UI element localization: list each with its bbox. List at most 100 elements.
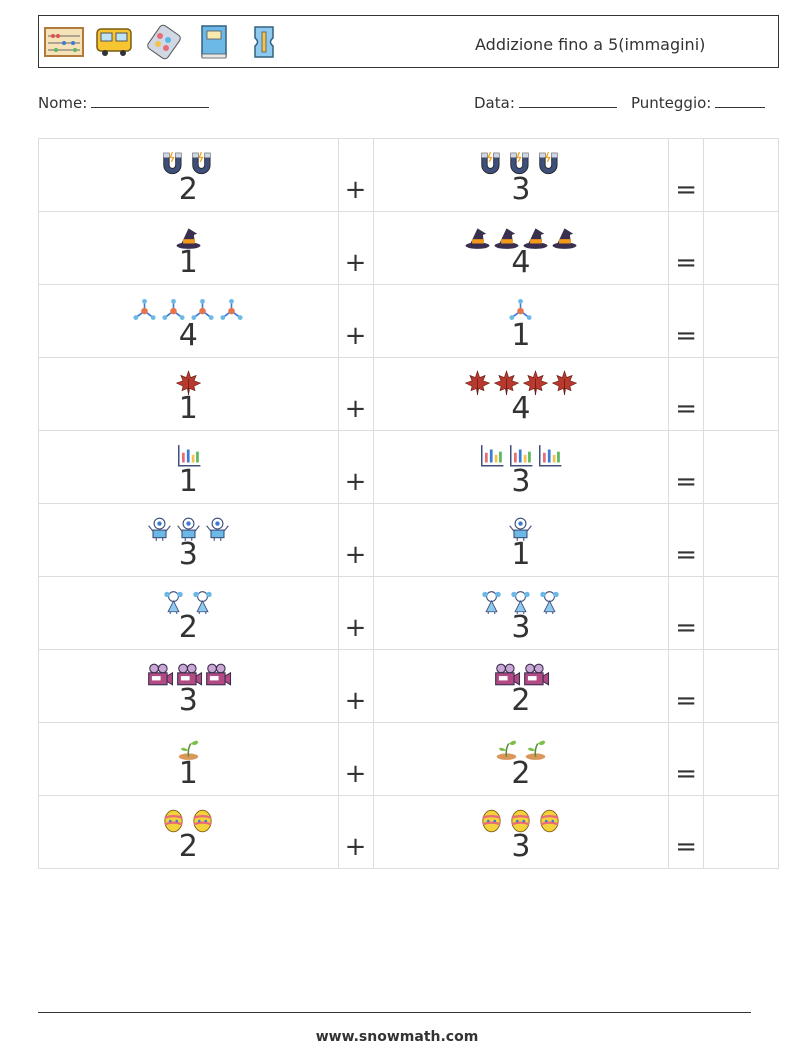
problem-row: 4 +1 = <box>38 284 779 358</box>
plus-cell: + <box>337 357 374 431</box>
plus-cell: + <box>337 138 374 212</box>
robot-icon <box>205 517 229 542</box>
second-addend-number: 2 <box>511 683 531 718</box>
equals-sign: = <box>675 613 698 643</box>
first-addend-number: 1 <box>178 756 198 791</box>
plus-cell: + <box>337 211 374 285</box>
first-addend-cell: 2 <box>38 138 339 212</box>
date-field[interactable]: Data: <box>474 94 617 112</box>
equals-sign: = <box>675 832 698 862</box>
book-icon <box>193 21 235 63</box>
equals-sign: = <box>675 248 698 278</box>
plus-sign: + <box>344 175 367 205</box>
second-addend-cell: 3 <box>372 576 670 650</box>
answer-cell[interactable] <box>703 722 779 796</box>
first-addend-cell: 2 <box>38 576 339 650</box>
equals-cell: = <box>668 211 705 285</box>
second-addend-number: 2 <box>511 756 531 791</box>
problem-row: 1 +3 = <box>38 430 779 504</box>
girl-icon <box>540 591 560 615</box>
first-addend-cell: 3 <box>38 503 339 577</box>
equals-sign: = <box>675 686 698 716</box>
school-bus-icon <box>93 21 135 63</box>
answer-cell[interactable] <box>703 357 779 431</box>
easter-egg-icon <box>482 809 502 833</box>
answer-cell[interactable] <box>703 503 779 577</box>
equals-cell: = <box>668 138 705 212</box>
answer-cell[interactable] <box>703 284 779 358</box>
molecule-icon <box>219 298 244 321</box>
second-addend-number: 3 <box>511 172 531 207</box>
second-addend-cell: 4 <box>372 211 670 285</box>
maple-leaf-icon <box>465 370 490 396</box>
equals-cell: = <box>668 722 705 796</box>
plus-sign: + <box>344 613 367 643</box>
equals-cell: = <box>668 503 705 577</box>
answer-cell[interactable] <box>703 430 779 504</box>
problem-row: 1 +4 = <box>38 357 779 431</box>
second-addend-number: 1 <box>511 537 531 572</box>
equals-sign: = <box>675 759 698 789</box>
first-addend-cell: 3 <box>38 649 339 723</box>
answer-cell[interactable] <box>703 138 779 212</box>
first-addend-number: 1 <box>178 245 198 280</box>
first-addend-number: 3 <box>178 537 198 572</box>
chart-icon <box>539 444 563 467</box>
chart-icon <box>481 444 505 467</box>
date-label: Data: <box>474 94 515 112</box>
plus-sign: + <box>344 832 367 862</box>
answer-cell[interactable] <box>703 576 779 650</box>
name-line[interactable] <box>91 94 210 108</box>
second-addend-cell: 2 <box>372 722 670 796</box>
problem-row: 1 +2 = <box>38 722 779 796</box>
easter-egg-icon <box>540 809 560 833</box>
plus-cell: + <box>337 284 374 358</box>
date-line[interactable] <box>518 94 617 108</box>
second-addend-cell: 3 <box>372 138 670 212</box>
second-addend-cell: 4 <box>372 357 670 431</box>
second-addend-cell: 3 <box>372 430 670 504</box>
movie-camera-icon <box>205 663 231 686</box>
equals-sign: = <box>675 175 698 205</box>
footer-divider <box>38 1012 751 1013</box>
equals-cell: = <box>668 649 705 723</box>
name-field[interactable]: Nome: <box>38 94 210 112</box>
problem-row: 2 +3 = <box>38 138 779 212</box>
witch-hat-icon <box>465 228 490 249</box>
equals-cell: = <box>668 430 705 504</box>
first-addend-number: 1 <box>178 391 198 426</box>
first-addend-number: 4 <box>178 318 198 353</box>
worksheet-header: Addizione fino a 5(immagini) <box>38 15 779 68</box>
problems-table: 2 +3 = 1 +4 = 4 +1 = 1 +4 = 1 +3 = 3 +1 = 2 +3 = 3 +2 = 1 +2 = 2 +3 = <box>38 138 779 869</box>
second-addend-number: 1 <box>511 318 531 353</box>
first-addend-cell: 1 <box>38 722 339 796</box>
plus-cell: + <box>337 722 374 796</box>
problem-row: 3 +2 = <box>38 649 779 723</box>
plus-cell: + <box>337 649 374 723</box>
plus-sign: + <box>344 467 367 497</box>
pencil-sharpener-icon <box>243 21 285 63</box>
second-addend-number: 3 <box>511 829 531 864</box>
plus-sign: + <box>344 686 367 716</box>
footer-url[interactable]: www.snowmath.com <box>315 1029 479 1045</box>
first-addend-cell: 1 <box>38 430 339 504</box>
plus-cell: + <box>337 503 374 577</box>
score-line[interactable] <box>715 94 766 108</box>
worksheet-title: Addizione fino a 5(immagini) <box>475 35 706 54</box>
answer-cell[interactable] <box>703 211 779 285</box>
second-addend-number: 4 <box>511 245 531 280</box>
score-label: Punteggio: <box>631 94 712 112</box>
answer-cell[interactable] <box>703 795 779 869</box>
answer-cell[interactable] <box>703 649 779 723</box>
equals-sign: = <box>675 467 698 497</box>
maple-leaf-icon <box>552 370 577 396</box>
first-addend-cell: 4 <box>38 284 339 358</box>
plus-cell: + <box>337 430 374 504</box>
plus-cell: + <box>337 795 374 869</box>
second-addend-number: 3 <box>511 464 531 499</box>
plus-sign: + <box>344 248 367 278</box>
first-addend-number: 2 <box>178 610 198 645</box>
score-field[interactable]: Punteggio: <box>631 94 766 112</box>
witch-hat-icon <box>552 228 577 249</box>
second-addend-cell: 2 <box>372 649 670 723</box>
